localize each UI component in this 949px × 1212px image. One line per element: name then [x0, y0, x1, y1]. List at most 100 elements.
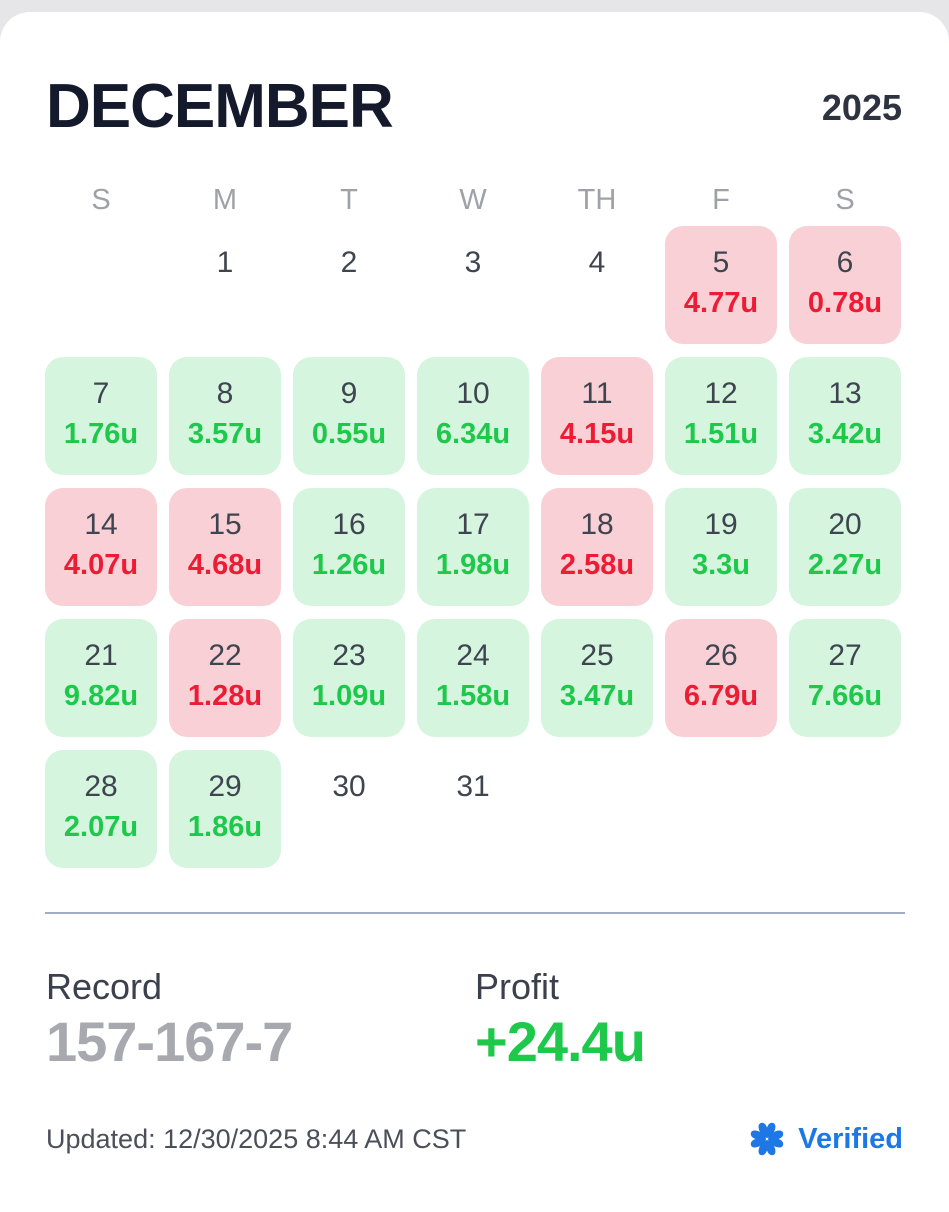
verified-label: Verified — [798, 1123, 903, 1155]
day-cell[interactable]: 4 — [541, 226, 653, 344]
day-units: 1.26u — [311, 549, 387, 581]
weekday-wednesday: W — [459, 184, 487, 216]
weekday-friday: F — [712, 184, 730, 216]
day-cell[interactable]: 11 4.15u — [541, 357, 653, 475]
day-cell[interactable]: 31 — [417, 750, 529, 868]
day-units: 1.98u — [435, 549, 511, 581]
day-number: 15 — [208, 508, 242, 541]
day-units: 1.09u — [311, 680, 387, 712]
day-number: 30 — [332, 770, 366, 803]
day-units: 6.79u — [683, 680, 759, 712]
day-units: 3.47u — [559, 680, 635, 712]
day-cell[interactable]: 17 1.98u — [417, 488, 529, 606]
day-cell[interactable]: 19 3.3u — [665, 488, 777, 606]
day-cell[interactable]: 16 1.26u — [293, 488, 405, 606]
record-label: Record — [46, 966, 163, 1007]
day-cell[interactable]: 1 — [169, 226, 281, 344]
day-units: 3.3u — [691, 549, 751, 581]
day-number: 1 — [216, 246, 234, 279]
day-cell[interactable]: 28 2.07u — [45, 750, 157, 868]
day-units: 4.15u — [559, 418, 635, 450]
day-units: 4.77u — [683, 287, 759, 319]
day-number: 22 — [208, 639, 242, 672]
day-number: 7 — [92, 377, 110, 410]
month-title: DECEMBER — [46, 72, 394, 141]
day-number: 24 — [456, 639, 490, 672]
day-cell[interactable]: 29 1.86u — [169, 750, 281, 868]
profit-value: +24.4u — [475, 1010, 646, 1073]
day-units: 9.82u — [63, 680, 139, 712]
day-number: 11 — [581, 377, 613, 410]
day-number: 17 — [456, 508, 490, 541]
day-cell[interactable]: 10 6.34u — [417, 357, 529, 475]
day-cell[interactable]: 8 3.57u — [169, 357, 281, 475]
day-cell[interactable]: 18 2.58u — [541, 488, 653, 606]
day-units: 4.68u — [187, 549, 263, 581]
day-units: 1.58u — [435, 680, 511, 712]
day-number: 14 — [84, 508, 118, 541]
day-number: 10 — [456, 377, 490, 410]
day-number: 4 — [588, 246, 606, 279]
day-cell[interactable]: 12 1.51u — [665, 357, 777, 475]
weekday-monday: M — [212, 184, 238, 216]
day-units: 0.55u — [311, 418, 387, 450]
day-number: 25 — [580, 639, 614, 672]
verified-badge[interactable]: Verified — [748, 1120, 903, 1158]
day-units: 1.51u — [683, 418, 759, 450]
day-number: 29 — [208, 770, 242, 803]
day-units: 6.34u — [435, 418, 511, 450]
day-number: 9 — [340, 377, 358, 410]
day-cell[interactable]: 20 2.27u — [789, 488, 901, 606]
weekday-header: S M T W TH F S — [45, 180, 905, 220]
day-cell[interactable]: 24 1.58u — [417, 619, 529, 737]
day-cell[interactable]: 27 7.66u — [789, 619, 901, 737]
calendar-grid: 1 2 3 4 5 4.77u 6 0.78u 7 1.76u 8 — [45, 226, 905, 886]
day-number: 12 — [704, 377, 738, 410]
weekday-thursday: TH — [577, 184, 617, 216]
profit-label: Profit — [475, 966, 560, 1007]
day-number: 27 — [828, 639, 862, 672]
day-units: 1.28u — [187, 680, 263, 712]
weekday-saturday: S — [835, 184, 855, 216]
day-cell[interactable]: 21 9.82u — [45, 619, 157, 737]
day-number: 16 — [332, 508, 366, 541]
updated-timestamp: Updated: 12/30/2025 8:44 AM CST — [46, 1124, 467, 1154]
day-cell[interactable]: 2 — [293, 226, 405, 344]
day-units: 4.07u — [63, 549, 139, 581]
day-number: 31 — [456, 770, 490, 803]
day-cell[interactable]: 15 4.68u — [169, 488, 281, 606]
day-units: 2.07u — [63, 811, 139, 843]
day-number: 18 — [580, 508, 614, 541]
day-units: 2.58u — [559, 549, 635, 581]
day-cell[interactable]: 6 0.78u — [789, 226, 901, 344]
day-cell[interactable]: 14 4.07u — [45, 488, 157, 606]
day-number: 6 — [836, 246, 854, 279]
day-units: 1.86u — [187, 811, 263, 843]
day-number: 23 — [332, 639, 366, 672]
day-number: 13 — [828, 377, 862, 410]
day-cell[interactable]: 26 6.79u — [665, 619, 777, 737]
day-units: 0.78u — [807, 287, 883, 319]
day-cell[interactable]: 9 0.55u — [293, 357, 405, 475]
day-number: 28 — [84, 770, 118, 803]
record-value: 157-167-7 — [46, 1010, 293, 1073]
day-cell[interactable]: 13 3.42u — [789, 357, 901, 475]
day-cell[interactable]: 7 1.76u — [45, 357, 157, 475]
day-number: 26 — [704, 639, 738, 672]
day-cell[interactable]: 30 — [293, 750, 405, 868]
year-label: 2025 — [821, 87, 902, 128]
day-number: 20 — [828, 508, 862, 541]
day-cell[interactable]: 5 4.77u — [665, 226, 777, 344]
weekday-sunday: S — [91, 184, 111, 216]
day-cell[interactable]: 25 3.47u — [541, 619, 653, 737]
day-units: 2.27u — [807, 549, 883, 581]
day-number: 21 — [84, 639, 118, 672]
day-number: 5 — [712, 246, 730, 279]
day-units: 3.42u — [807, 418, 883, 450]
day-cell[interactable]: 22 1.28u — [169, 619, 281, 737]
day-number: 3 — [464, 246, 482, 279]
clover-icon — [751, 1122, 784, 1156]
calendar-card: DECEMBER 2025 S M T W TH F S 1 2 3 4 5 4… — [0, 12, 949, 1212]
day-cell[interactable]: 3 — [417, 226, 529, 344]
day-cell[interactable]: 23 1.09u — [293, 619, 405, 737]
